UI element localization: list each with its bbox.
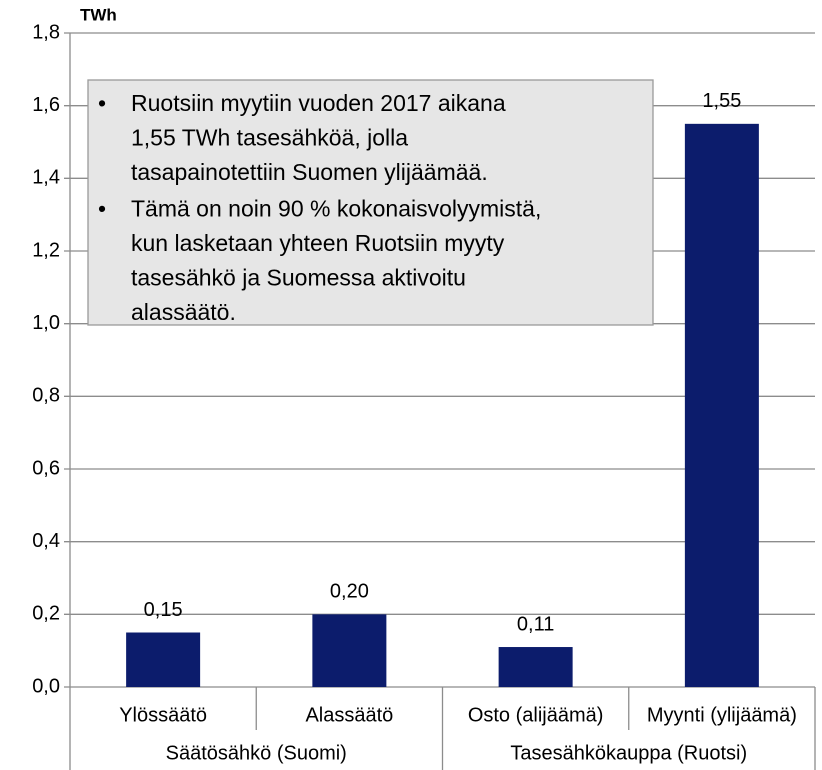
annotation-line: 1,55 TWh tasesähköä, jolla [131, 125, 408, 151]
annotation-line: Tämä on noin 90 % kokonaisvolyymistä, [131, 196, 541, 222]
y-tick-label: 1,0 [32, 312, 60, 334]
annotation-line: alassäätö. [131, 299, 236, 325]
x-tick-label: Myynti (ylijäämä) [647, 704, 797, 726]
value-label: 1,55 [702, 90, 741, 112]
annotation-line: tasesähkö ja Suomessa aktivoitu [131, 265, 466, 291]
bar [498, 647, 573, 687]
value-label: 0,20 [330, 581, 369, 603]
annotation-line: Ruotsiin myytiin vuoden 2017 aikana [131, 90, 506, 116]
annotation-line: tasapainotettiin Suomen ylijäämää. [131, 159, 488, 185]
group-label: Tasesähkökauppa (Ruotsi) [510, 742, 747, 764]
y-unit-label: TWh [80, 5, 117, 24]
value-label: 0,11 [517, 613, 554, 635]
annotation-box [87, 79, 654, 326]
annotation-line: kun lasketaan yhteen Ruotsiin myyty [131, 230, 505, 256]
bar [312, 614, 387, 687]
x-tick-label: Osto (alijäämä) [468, 704, 604, 726]
y-tick-label: 1,4 [32, 167, 60, 189]
y-tick-label: 0,0 [32, 675, 60, 697]
group-label: Säätösähkö (Suomi) [166, 742, 347, 764]
bar [126, 632, 201, 687]
annotation-bullet: • [98, 196, 106, 222]
annotation-bullet: • [98, 90, 106, 116]
x-tick-label: Alassäätö [305, 704, 393, 726]
y-tick-label: 1,6 [32, 94, 60, 116]
y-tick-label: 0,2 [32, 603, 60, 625]
y-tick-label: 0,8 [32, 385, 60, 407]
y-tick-label: 0,4 [32, 530, 60, 552]
bar [684, 123, 759, 688]
y-tick-label: 1,8 [32, 21, 60, 43]
x-tick-label: Ylössäätö [119, 704, 207, 726]
y-tick-label: 1,2 [32, 239, 60, 261]
y-tick-label: 0,6 [32, 457, 60, 479]
value-label: 0,15 [144, 599, 183, 621]
